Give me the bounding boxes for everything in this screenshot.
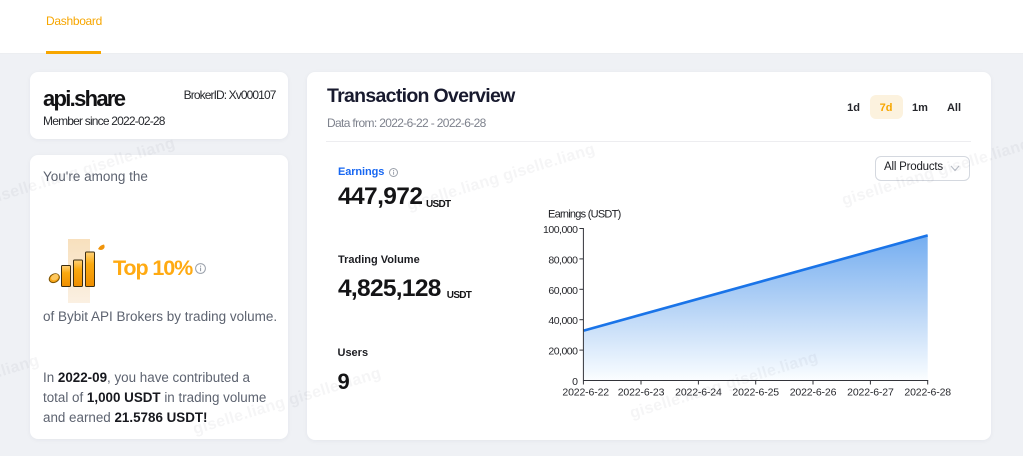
svg-text:20,000: 20,000 [548, 346, 578, 358]
svg-text:100,000: 100,000 [543, 224, 578, 236]
svg-text:2022-6-25: 2022-6-25 [732, 386, 779, 398]
svg-text:80,000: 80,000 [548, 254, 578, 266]
svg-text:0: 0 [572, 376, 578, 388]
svg-text:Earnings (USDT): Earnings (USDT) [548, 209, 621, 221]
svg-text:2022-6-28: 2022-6-28 [904, 386, 951, 398]
svg-text:2022-6-26: 2022-6-26 [790, 386, 837, 398]
svg-text:2022-6-27: 2022-6-27 [847, 386, 894, 398]
svg-text:2022-6-22: 2022-6-22 [562, 386, 609, 398]
svg-text:60,000: 60,000 [548, 285, 578, 297]
svg-text:2022-6-23: 2022-6-23 [618, 386, 665, 398]
svg-text:2022-6-24: 2022-6-24 [675, 386, 722, 398]
svg-text:40,000: 40,000 [548, 315, 578, 327]
